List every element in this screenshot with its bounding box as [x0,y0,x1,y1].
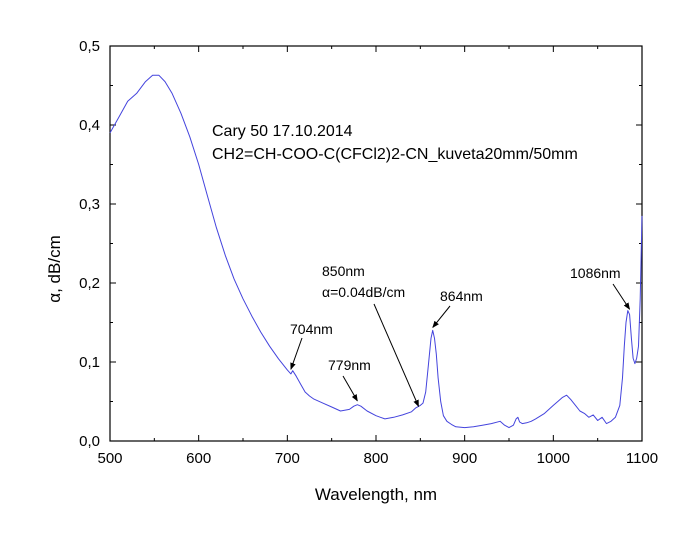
annotation-704nm: 704nm [290,321,333,337]
annotation-arrow [432,305,451,328]
x-tick-label: 1100 [626,450,658,467]
annotation-1086nm: 1086nm [570,265,621,281]
y-tick-label: 0,2 [79,275,100,292]
note-line-sample: CH2=CH-COO-C(CFCl2)2-CN_kuveta20mm/50mm [212,146,578,163]
x-tick-label: 800 [363,450,388,467]
y-axis-ticks: 0,0 0,1 0,2 0,3 0,4 0,5 [79,38,642,450]
x-tick-label: 1000 [537,450,570,467]
x-axis-title: Wavelength, nm [315,485,437,504]
annotation-arrow [373,303,420,408]
annotation-arrow [342,375,358,402]
plot-frame [109,45,643,442]
x-tick-label: 700 [275,450,300,467]
annotation-arrow [290,337,303,370]
annotation-850nm: 850nm [322,263,365,279]
y-tick-label: 0,4 [79,117,100,134]
series-layer [109,74,643,429]
x-tick-label: 900 [452,450,477,467]
plot-border [109,45,643,442]
series-line [109,74,643,429]
y-tick-label: 0,0 [79,433,100,450]
y-tick-label: 0,5 [79,38,100,55]
annotation-864nm: 864nm [440,288,483,304]
y-tick-label: 0,3 [79,196,100,213]
annotation-arrow [612,283,631,310]
x-tick-label: 600 [186,450,211,467]
note-line-instrument: Cary 50 17.10.2014 [212,123,353,140]
annotation-layer [290,283,631,408]
annotation-779nm: 779nm [328,357,371,373]
x-tick-label: 500 [97,450,122,467]
annotation-alpha-value: α=0.04dB/cm [322,284,405,300]
x-axis-ticks: 500 600 700 800 900 1000 1100 [97,46,658,467]
y-axis-title: α, dB/cm [45,235,64,302]
y-tick-label: 0,1 [79,354,100,371]
